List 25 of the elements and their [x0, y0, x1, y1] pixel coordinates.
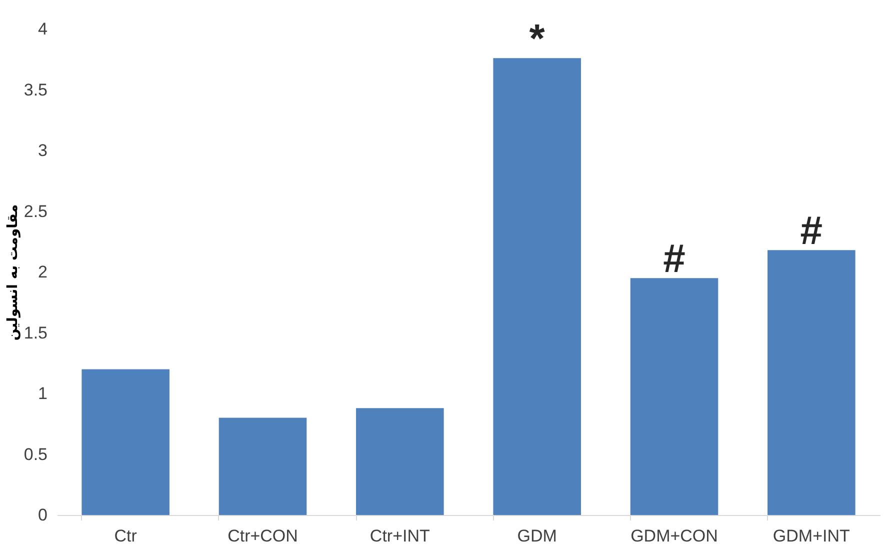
y-tick-label: 3: [38, 141, 48, 160]
x-tick-label: Ctr+INT: [370, 526, 430, 546]
x-tick-label: GDM: [517, 526, 557, 546]
y-tick-label: 1: [38, 384, 48, 403]
annotation: #: [663, 237, 686, 282]
x-tick-label: Ctr+CON: [228, 526, 298, 546]
annotation: #: [800, 209, 823, 254]
y-tick-label: 2.5: [24, 202, 48, 221]
bar: [218, 418, 307, 515]
annotation: *: [529, 17, 546, 62]
y-tick-label: 4: [38, 20, 48, 38]
x-tick-label: Ctr: [114, 526, 138, 546]
bar: [630, 278, 718, 515]
y-tick-label: 2: [38, 262, 48, 282]
bar: [356, 408, 444, 515]
y-tick-label: 0: [38, 506, 48, 524]
x-tick-label: GDM+INT: [772, 526, 850, 546]
bar: [493, 58, 581, 515]
y-tick-label: 3.5: [24, 80, 48, 100]
y-tick-label: 1.5: [24, 323, 48, 342]
bar: [768, 250, 856, 515]
bar: [82, 369, 170, 515]
x-tick-label: GDM+CON: [630, 526, 718, 546]
y-tick-label: 0.5: [24, 444, 48, 464]
y-axis-title: مقاومت به انسولین: [4, 204, 21, 341]
